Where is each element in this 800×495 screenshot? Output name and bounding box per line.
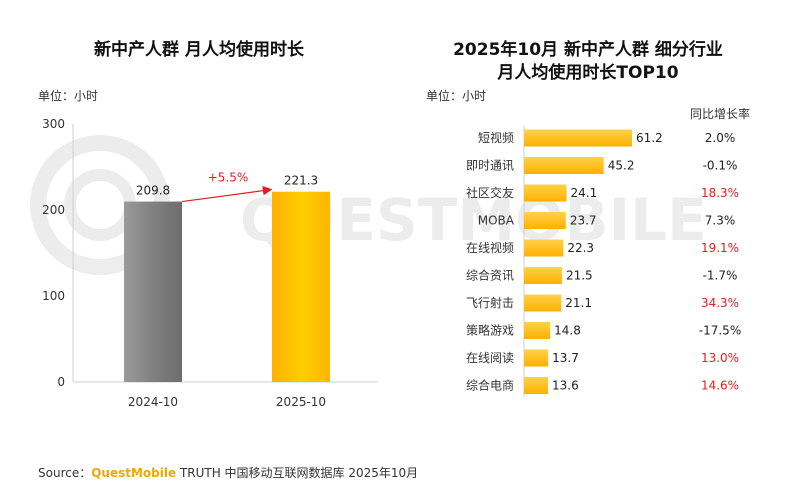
yoy-growth-label: 7.3% xyxy=(705,214,736,228)
growth-arrow xyxy=(181,185,273,203)
industry-value-label: 45.2 xyxy=(608,159,635,173)
source-prefix: Source： xyxy=(38,466,92,480)
yoy-growth-label: 34.3% xyxy=(701,296,739,310)
industry-value-label: 23.7 xyxy=(570,214,597,228)
industry-bar xyxy=(524,129,632,147)
right-bar-chart: 短视频 61.2 2.0% 即时通讯 45.2 -0.1% 社区交友 24.1 18.3% MOB… xyxy=(466,126,741,398)
industry-bar xyxy=(524,377,548,394)
industry-value-label: 13.7 xyxy=(552,351,579,365)
industry-value-label: 21.1 xyxy=(565,296,592,310)
right-unit-label: 单位：小时 xyxy=(426,88,486,103)
y-tick-label: 200 xyxy=(42,203,65,217)
left-chart-title: 新中产人群 月人均使用时长 xyxy=(94,39,305,60)
industry-bar xyxy=(524,239,564,257)
industry-bar xyxy=(524,184,567,202)
yoy-growth-label: -1.7% xyxy=(703,269,738,283)
industry-category-label: 在线阅读 xyxy=(466,351,514,365)
y-tick-label: 100 xyxy=(42,289,65,303)
yoy-growth-label: -17.5% xyxy=(699,324,741,338)
industry-bar xyxy=(524,322,551,339)
industry-bar xyxy=(524,267,562,284)
industry-category-label: 短视频 xyxy=(478,130,514,145)
industry-category-label: MOBA xyxy=(478,214,515,228)
industry-category-label: 在线视频 xyxy=(466,240,514,255)
growth-label: +5.5% xyxy=(208,171,249,185)
x-category-label: 2025-10 xyxy=(276,395,326,409)
industry-category-label: 即时通讯 xyxy=(466,159,514,173)
yoy-growth-label: 18.3% xyxy=(701,186,739,200)
yoy-growth-label: -0.1% xyxy=(703,159,738,173)
x-category-label: 2024-10 xyxy=(128,395,178,409)
industry-value-label: 61.2 xyxy=(636,131,663,145)
y-tick-label: 0 xyxy=(57,375,65,389)
industry-category-label: 飞行射击 xyxy=(466,295,514,310)
industry-bar xyxy=(524,212,566,229)
bar-value-label: 221.3 xyxy=(284,174,318,188)
industry-bar xyxy=(524,349,549,367)
left-bar-chart: 0 100 200 300 209.8 2024-10 221.3 2025-10 +5.5% xyxy=(42,117,378,409)
industry-value-label: 13.6 xyxy=(552,379,579,393)
industry-category-label: 社区交友 xyxy=(466,185,514,200)
yoy-growth-label: 14.6% xyxy=(701,379,739,393)
industry-bar xyxy=(524,294,562,312)
yoy-growth-label: 2.0% xyxy=(705,131,736,145)
industry-value-label: 21.5 xyxy=(566,269,593,283)
industry-value-label: 22.3 xyxy=(567,241,594,255)
yoy-header: 同比增长率 xyxy=(690,106,750,121)
left-unit-label: 单位：小时 xyxy=(38,88,98,103)
bar-2024-10 xyxy=(124,201,182,382)
source-brand: QuestMobile xyxy=(91,466,177,480)
bar-value-label: 209.8 xyxy=(136,184,170,198)
yoy-growth-label: 13.0% xyxy=(701,351,739,365)
industry-category-label: 策略游戏 xyxy=(466,323,514,338)
bar-2025-10 xyxy=(272,191,330,382)
y-tick-label: 300 xyxy=(42,117,65,131)
industry-category-label: 综合资讯 xyxy=(466,268,514,283)
right-chart-title-line2: 月人均使用时长TOP10 xyxy=(496,62,678,83)
industry-value-label: 14.8 xyxy=(554,324,581,338)
source-rest: TRUTH 中国移动互联网数据库 2025年10月 xyxy=(176,466,419,480)
industry-category-label: 综合电商 xyxy=(466,378,514,393)
industry-bar xyxy=(524,157,604,174)
yoy-growth-label: 19.1% xyxy=(701,241,739,255)
source-footer: Source：QuestMobile TRUTH 中国移动互联网数据库 2025… xyxy=(38,464,418,481)
right-chart-title-line1: 2025年10月 新中产人群 细分行业 xyxy=(453,39,723,60)
industry-value-label: 24.1 xyxy=(571,186,598,200)
